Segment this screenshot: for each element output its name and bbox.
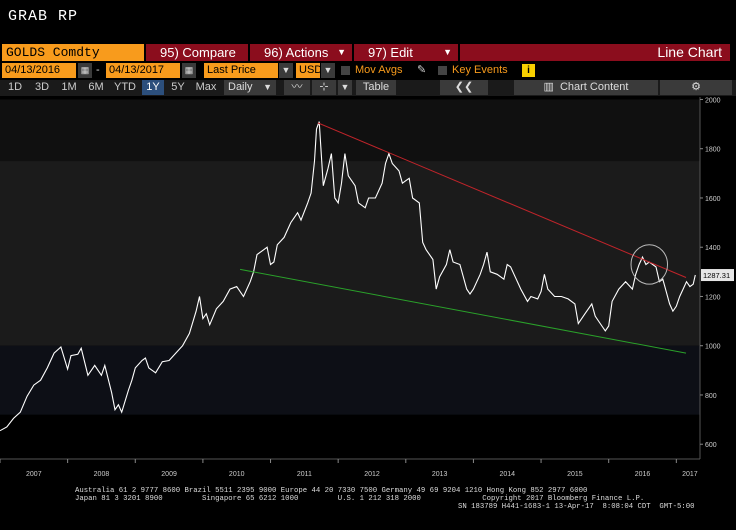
x-tick-label: 2007: [26, 471, 42, 478]
key-events-checkbox[interactable]: [438, 66, 447, 75]
footer-line-2: Japan 81 3 3201 8900 Singapore 65 6212 1…: [75, 495, 645, 503]
actions-label: 96) Actions: [264, 45, 329, 60]
x-tick-label: 2011: [297, 471, 312, 478]
edit-button[interactable]: 97) Edit ▼: [354, 44, 458, 61]
period-1m[interactable]: 1M: [61, 81, 77, 93]
y-tick-label: 2000: [705, 97, 721, 104]
page-title: GRAB RP: [8, 8, 79, 25]
chevron-down-icon: ▼: [443, 47, 452, 57]
y-tick-label: 600: [705, 442, 717, 449]
frequency-select[interactable]: Daily ▼: [224, 80, 276, 95]
chevron-down-icon: ▼: [263, 82, 272, 92]
price-series-line: [0, 121, 696, 432]
price-chart[interactable]: 600 800 1000 1200 1400 1600 1800 2000 2007 2008 20…: [0, 97, 736, 485]
x-tick-label: 2008: [94, 471, 110, 478]
annotation-circle: [630, 244, 669, 285]
x-tick-label: 2010: [229, 471, 245, 478]
chevron-down-icon[interactable]: ▼: [338, 80, 352, 95]
footer: Australia 61 2 9777 8600 Brazil 5511 239…: [0, 485, 736, 530]
period-max[interactable]: Max: [195, 81, 217, 93]
chart-type-label[interactable]: Line Chart: [460, 44, 730, 61]
lower-trendline: [240, 268, 687, 354]
security-field[interactable]: GOLDS Comdty: [2, 44, 144, 61]
x-tick-label: 2015: [567, 471, 583, 478]
chevron-down-icon: ▼: [337, 47, 346, 57]
plot-band-top: [0, 99, 700, 162]
y-tick-label: 1800: [705, 147, 721, 154]
edit-label: 97) Edit: [368, 45, 413, 60]
frequency-label: Daily: [228, 81, 253, 93]
x-tick-label: 2009: [161, 471, 177, 478]
footer-line-3: SN 183789 H441-1683-1 13-Apr-17 8:08:04 …: [458, 503, 695, 511]
x-tick-label: 2016: [635, 471, 651, 478]
plot-band-upper: [0, 161, 700, 346]
currency-select[interactable]: USD: [296, 63, 322, 78]
mov-avgs-checkbox[interactable]: [341, 66, 350, 75]
chevron-down-icon[interactable]: ▼: [279, 63, 293, 78]
end-date-input[interactable]: 04/13/2017: [106, 63, 180, 78]
footer-line-1: Australia 61 2 9777 8600 Brazil 5511 239…: [75, 487, 588, 495]
period-6m[interactable]: 6M: [88, 81, 104, 93]
chevron-down-icon[interactable]: ▼: [321, 63, 335, 78]
compare-button[interactable]: 95) Compare: [146, 44, 248, 61]
price-field-select[interactable]: Last Price: [204, 63, 278, 78]
period-5y[interactable]: 5Y: [171, 81, 185, 93]
y-tick-label: 1600: [705, 196, 721, 203]
calendar-icon[interactable]: ▦: [182, 63, 196, 78]
y-tick-label: 1400: [705, 245, 721, 252]
x-tick-label: 2013: [432, 471, 448, 478]
chart-content-label: Chart Content: [559, 81, 629, 93]
key-events-label: Key Events: [452, 64, 508, 76]
pencil-icon[interactable]: ✎: [417, 64, 427, 76]
start-date-input[interactable]: 04/13/2016: [2, 63, 76, 78]
date-separator: -: [96, 64, 100, 76]
chart-content-button[interactable]: ▥ Chart Content: [514, 80, 658, 95]
crosshair-icon[interactable]: ⊹: [312, 80, 336, 95]
compare-label: 95) Compare: [160, 45, 236, 60]
period-3d[interactable]: 3D: [34, 81, 50, 93]
info-icon[interactable]: i: [522, 64, 535, 77]
last-value-box: [701, 269, 734, 282]
period-ytd[interactable]: YTD: [114, 81, 136, 93]
calendar-icon[interactable]: ▦: [78, 63, 92, 78]
mov-avgs-label: Mov Avgs: [355, 64, 403, 76]
period-1y[interactable]: 1Y: [142, 80, 164, 95]
x-tick-label: 2014: [499, 471, 515, 478]
period-1d[interactable]: 1D: [7, 81, 23, 93]
y-tick-label: 800: [705, 393, 717, 400]
upper-trendline: [317, 122, 687, 278]
gear-icon[interactable]: ⚙: [660, 80, 732, 95]
line-chart-icon[interactable]: 〰: [284, 80, 310, 95]
plot-band-lower: [0, 345, 700, 415]
y-tick-label: 1000: [705, 344, 721, 351]
actions-button[interactable]: 96) Actions ▼: [250, 44, 352, 61]
x-tick-label: 2017: [682, 471, 698, 478]
table-button[interactable]: Table: [356, 80, 396, 95]
last-value-label: 1287.31: [703, 271, 730, 280]
x-tick-label: 2012: [364, 471, 380, 478]
collapse-button[interactable]: ❮❮: [440, 80, 488, 95]
y-tick-label: 1200: [705, 294, 721, 301]
chart-icon: ▥: [543, 81, 554, 93]
